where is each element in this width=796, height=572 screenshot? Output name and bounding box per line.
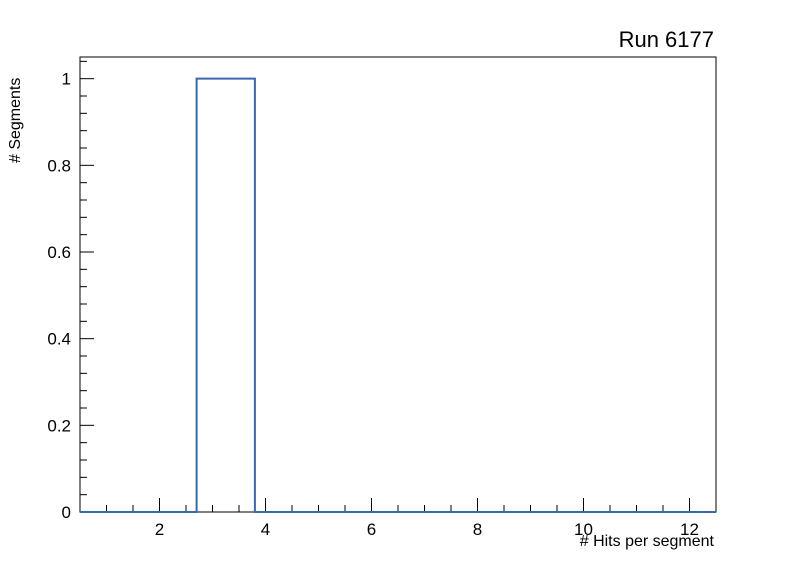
x-tick-label: 4 [261, 520, 270, 539]
plot-title: Run 6177 [619, 27, 714, 52]
hits-per-segment-histogram [80, 77, 716, 513]
x-tick-label: 8 [473, 520, 482, 539]
plot-frame [79, 56, 717, 513]
y-axis-title: # Segments [7, 78, 24, 163]
x-tick-label: 2 [155, 520, 164, 539]
x-tick-label: 6 [367, 520, 376, 539]
x-axis-title: # Hits per segment [580, 533, 715, 550]
y-tick-label: 0.8 [47, 156, 71, 175]
histogram-series [80, 77, 716, 513]
x-tick-label: 12 [680, 520, 699, 539]
y-tick-label: 0 [62, 503, 71, 522]
axis-ticks [79, 60, 717, 513]
y-tick-label: 0.4 [47, 330, 71, 349]
y-tick-label: 1 [62, 70, 71, 89]
y-tick-label: 0.2 [47, 416, 71, 435]
y-tick-label: 0.6 [47, 243, 71, 262]
x-tick-label: 10 [574, 520, 593, 539]
axis-tick-labels: 2 4 6 8 10 12 0 0.2 0.4 0.6 0.8 1 [47, 70, 699, 539]
